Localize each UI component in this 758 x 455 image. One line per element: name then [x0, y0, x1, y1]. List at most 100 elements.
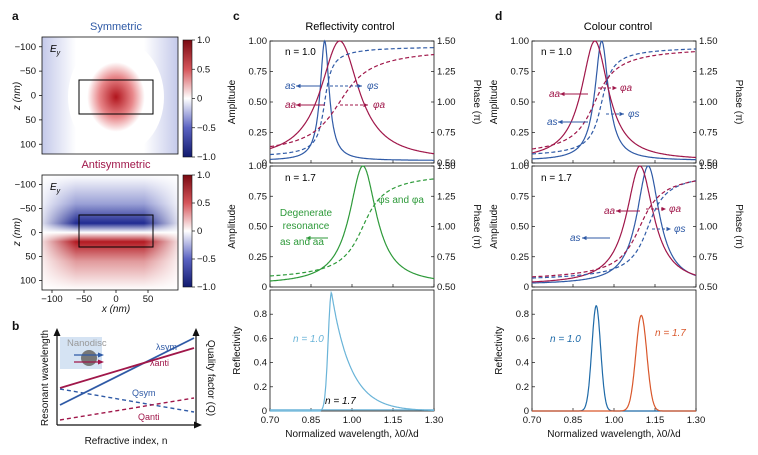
c-rtick-label: 0.75 — [437, 128, 456, 139]
d-series-0-2 — [532, 48, 696, 155]
d-as-arrow-head — [558, 119, 563, 125]
antisymmetric-title: Antisymmetric — [81, 159, 151, 171]
c-series-0-3 — [269, 53, 435, 148]
d-ltick-label: 1.00 — [511, 36, 530, 47]
map-bottom-ytick-label: 50 — [25, 251, 36, 262]
c-amp-label: Amplitude — [227, 79, 238, 124]
c-ltick-label: 0 — [262, 158, 267, 169]
panel-a-ticks: −100 −50 0 50 100 −100 −50 0 50 100 −100 −50 0 50 — [15, 42, 154, 305]
d-phia-arrow-head — [612, 85, 617, 91]
d-xtick-label: 0.85 — [564, 415, 583, 426]
lambda-anti-label: λanti — [150, 358, 169, 368]
d-frame-2 — [531, 289, 697, 412]
panel-d-label: d — [495, 9, 502, 23]
colorbar-tick-label: −1.0 — [197, 282, 216, 293]
c-ltick-label: 1.00 — [249, 36, 268, 47]
c-phase-label: Phase (π) — [471, 80, 482, 125]
panel-c-top-n: n = 1.0 — [285, 47, 316, 58]
d-rtick-label: 1.00 — [699, 97, 718, 108]
c-bot-n2: n = 1.7 — [325, 396, 356, 407]
d-phase-label: Phase (π) — [733, 80, 744, 125]
c-rtick-label: 0.50 — [437, 158, 456, 169]
c-ltick-label: 0 — [262, 406, 267, 417]
c-series-1-0 — [270, 165, 435, 282]
c-ltick-label: 0.75 — [249, 67, 268, 78]
c-series-0-0 — [270, 39, 434, 161]
panel-d-title: Colour control — [584, 21, 652, 33]
d-rtick-label: 1.25 — [699, 191, 718, 202]
d-rtick-label: 1.50 — [699, 36, 718, 47]
c-aa-label: aa — [285, 100, 297, 111]
d-ltick-label: 0.25 — [511, 252, 530, 263]
d-bot-n2: n = 1.7 — [655, 328, 686, 339]
c-bot-n1: n = 1.0 — [293, 334, 324, 345]
d-aa-arrow-head — [560, 91, 565, 97]
d-as-label: as — [547, 117, 558, 128]
colorbar-tick-label: −1.0 — [197, 152, 216, 163]
c-ltick-label: 0.50 — [249, 222, 268, 233]
d-mid-aa-arrow-head — [616, 208, 621, 214]
d-ltick-label: 0.4 — [516, 358, 529, 369]
panel-c-title: Reflectivity control — [305, 21, 394, 33]
panel-a-ylabel-bottom: z (nm) — [12, 218, 23, 247]
colorbar-top — [182, 39, 193, 158]
c-ltick-label: 0.75 — [249, 191, 268, 202]
d-ltick-label: 0.75 — [511, 191, 530, 202]
c-xtick-label: 1.15 — [384, 415, 403, 426]
panel-c-mid-n: n = 1.7 — [285, 173, 316, 184]
c-phis-arrow-head — [357, 83, 362, 89]
antisymmetric-map — [41, 174, 179, 291]
c-series-0-1 — [269, 40, 435, 155]
colorbar-tick-label: 0 — [197, 94, 202, 105]
phis-phia-label: φs and φa — [378, 195, 424, 206]
c-ltick-label: 0.50 — [249, 97, 268, 108]
d-ltick-label: 0.50 — [511, 97, 530, 108]
d-mid-phia-label: φa — [669, 204, 682, 215]
panel-d-mid-n: n = 1.7 — [541, 173, 572, 184]
c-rtick-label: 1.25 — [437, 67, 456, 78]
d-mid-phis-label: φs — [674, 224, 686, 235]
map-bottom-ytick-label: 0 — [31, 228, 36, 239]
d-rtick-label: 0.75 — [699, 252, 718, 263]
panel-b-label: b — [12, 319, 19, 333]
d-ltick-label: 0 — [524, 406, 529, 417]
d-xtick-label: 1.15 — [646, 415, 665, 426]
c-ltick-label: 0.4 — [254, 358, 267, 369]
d-amp-label: Amplitude — [489, 204, 500, 249]
c-ltick-label: 0.8 — [254, 309, 267, 320]
panel-d-top-n: n = 1.0 — [541, 47, 572, 58]
d-mid-phis-arrow-head — [666, 226, 671, 232]
c-phia-arrow-head — [363, 102, 368, 108]
d-phase-label: Phase (π) — [733, 204, 744, 249]
c-ltick-label: 0.25 — [249, 128, 268, 139]
d-ltick-label: 0.6 — [516, 333, 529, 344]
colorbar-tick-label: −0.5 — [197, 123, 216, 134]
c-aa-arrow-head — [296, 102, 301, 108]
c-rtick-label: 1.00 — [437, 97, 456, 108]
panel-a-xlabel: x (nm) — [101, 304, 130, 315]
d-refl-label: Reflectivity — [494, 326, 505, 374]
colorbar-tick-label: 1.0 — [197, 170, 210, 181]
c-frame-2 — [269, 289, 435, 412]
d-mid-as-label: as — [570, 233, 581, 244]
d-ltick-label: 0.75 — [511, 67, 530, 78]
d-xtick-label: 0.70 — [523, 415, 542, 426]
as-aa-label: as and aa — [280, 237, 324, 248]
q-anti-label: Qanti — [138, 412, 160, 422]
d-ltick-label: 1.00 — [511, 161, 530, 172]
c-ltick-label: 0.25 — [249, 252, 268, 263]
c-series-1-1 — [269, 178, 434, 277]
colorbar-tick-label: 1.0 — [197, 35, 210, 46]
d-series-0-1 — [531, 40, 696, 159]
map-bottom-ytick-label: 100 — [20, 275, 36, 286]
map-bottom-ytick-label: −50 — [20, 204, 36, 215]
c-series-2-0 — [270, 290, 434, 412]
symmetric-title: Symmetric — [90, 21, 142, 33]
c-rtick-label: 0.50 — [437, 282, 456, 293]
d-xlabel: Normalized wavelength, λ0/λd — [547, 429, 680, 440]
c-as-arrow-head — [296, 83, 301, 89]
colorbar-bottom — [182, 174, 193, 288]
d-ltick-label: 0 — [524, 158, 529, 169]
d-rtick-label: 1.25 — [699, 67, 718, 78]
